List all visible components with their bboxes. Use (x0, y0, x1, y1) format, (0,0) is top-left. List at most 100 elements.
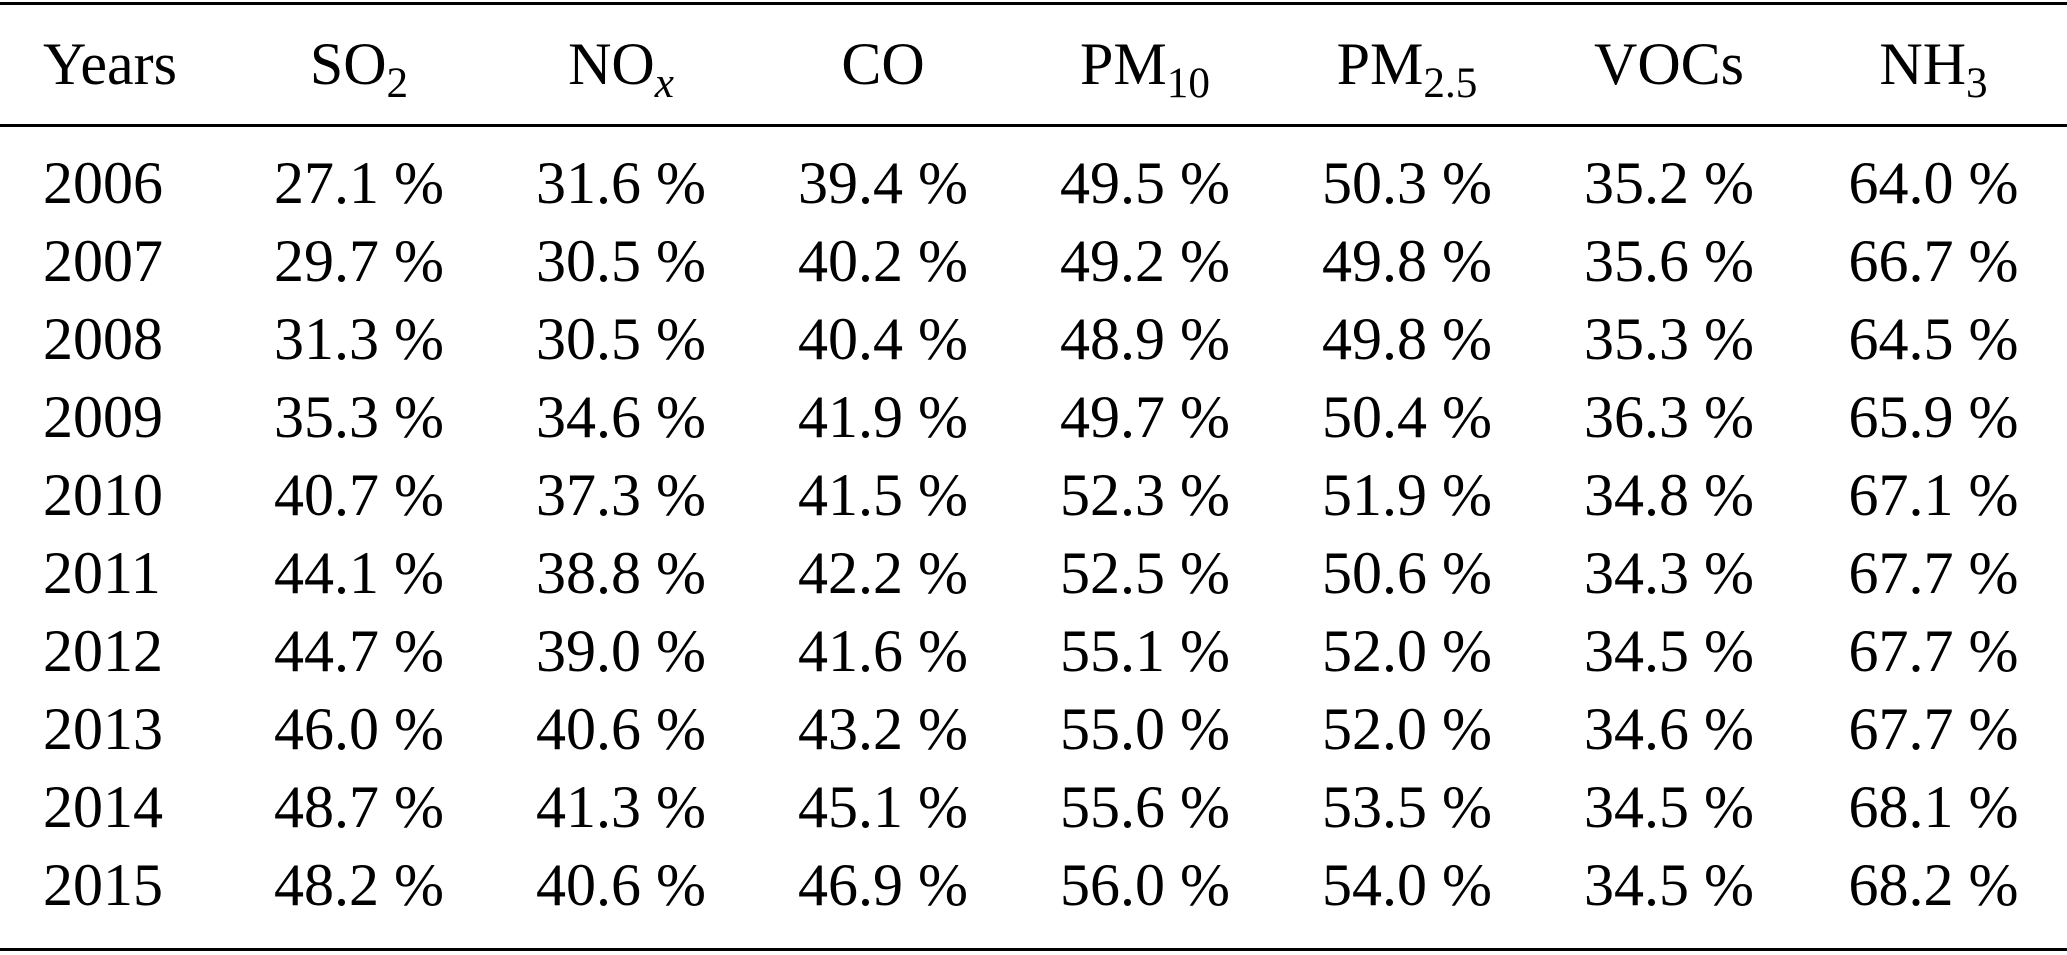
column-header: PM10 (1014, 4, 1276, 126)
header-text: NH (1879, 31, 1967, 97)
column-header: VOCs (1538, 4, 1800, 126)
value-cell: 39.4 % (798, 149, 968, 216)
value-cell: 43.2 % (798, 695, 968, 762)
table-row: 2007 29.7 % 30.5 % 40.2 % 49.2 % 49.8 % 35.6 %… (0, 222, 2067, 300)
year-cell: 2012 (43, 617, 163, 684)
header-text: CO (841, 31, 925, 97)
value-cell: 35.3 % (1584, 305, 1754, 372)
header-text: VOCs (1593, 31, 1745, 97)
value-cell: 48.9 % (1060, 305, 1230, 372)
value-cell: 52.5 % (1060, 539, 1230, 606)
year-cell: 2009 (43, 383, 163, 450)
value-cell: 44.7 % (274, 617, 444, 684)
value-cell: 52.3 % (1060, 461, 1230, 528)
value-cell: 64.0 % (1848, 149, 2019, 216)
header-row: Years SO2 NOx CO PM10 PM2.5 VOCs NH3 (0, 3, 2067, 126)
value-cell: 68.2 % (1848, 851, 2019, 918)
year-cell: 2011 (43, 539, 161, 606)
value-cell: 46.9 % (798, 851, 968, 918)
column-header: Years (0, 4, 228, 126)
value-cell: 49.8 % (1322, 305, 1492, 372)
value-cell: 36.3 % (1584, 383, 1754, 450)
value-cell: 49.2 % (1060, 227, 1230, 294)
header-subscript: 2.5 (1423, 59, 1478, 107)
value-cell: 34.5 % (1584, 617, 1754, 684)
value-cell: 35.2 % (1584, 149, 1754, 216)
table-row: 2014 48.7 % 41.3 % 45.1 % 55.6 % 53.5 % 34.5 %… (0, 768, 2067, 846)
value-cell: 44.1 % (274, 539, 444, 606)
value-cell: 30.5 % (536, 305, 706, 372)
value-cell: 67.7 % (1848, 539, 2019, 606)
table-row: 2011 44.1 % 38.8 % 42.2 % 52.5 % 50.6 % 34.3 %… (0, 534, 2067, 612)
value-cell: 31.6 % (536, 149, 706, 216)
value-cell: 29.7 % (274, 227, 444, 294)
value-cell: 41.5 % (798, 461, 968, 528)
table-row: 2015 48.2 % 40.6 % 46.9 % 56.0 % 54.0 % 34.5 %… (0, 846, 2067, 950)
column-header: CO (752, 4, 1014, 126)
table-header: Years SO2 NOx CO PM10 PM2.5 VOCs NH3 (0, 3, 2067, 126)
header-subscript: x (654, 59, 674, 107)
value-cell: 46.0 % (274, 695, 444, 762)
header-subscript: 2 (386, 59, 409, 107)
column-header: NOx (490, 4, 752, 126)
year-cell: 2007 (43, 227, 163, 294)
value-cell: 64.5 % (1848, 305, 2019, 372)
value-cell: 40.6 % (536, 851, 706, 918)
value-cell: 34.6 % (536, 383, 706, 450)
header-subscript: 10 (1166, 59, 1210, 107)
table-row: 2010 40.7 % 37.3 % 41.5 % 52.3 % 51.9 % 34.8 %… (0, 456, 2067, 534)
header-text: PM (1336, 31, 1424, 97)
value-cell: 35.6 % (1584, 227, 1754, 294)
value-cell: 67.7 % (1848, 695, 2019, 762)
value-cell: 40.4 % (798, 305, 968, 372)
value-cell: 48.7 % (274, 773, 444, 840)
year-cell: 2013 (43, 695, 163, 762)
value-cell: 34.5 % (1584, 773, 1754, 840)
value-cell: 52.0 % (1322, 695, 1492, 762)
table-body: 2006 27.1 % 31.6 % 39.4 % 49.5 % 50.3 % 35.2 %… (0, 126, 2067, 950)
value-cell: 56.0 % (1060, 851, 1230, 918)
value-cell: 55.6 % (1060, 773, 1230, 840)
value-cell: 30.5 % (536, 227, 706, 294)
column-header: SO2 (228, 4, 490, 126)
table-row: 2012 44.7 % 39.0 % 41.6 % 55.1 % 52.0 % 34.5 %… (0, 612, 2067, 690)
year-cell: 2014 (43, 773, 163, 840)
value-cell: 34.8 % (1584, 461, 1754, 528)
value-cell: 37.3 % (536, 461, 706, 528)
value-cell: 27.1 % (274, 149, 444, 216)
table-row: 2008 31.3 % 30.5 % 40.4 % 48.9 % 49.8 % 35.3 %… (0, 300, 2067, 378)
value-cell: 41.3 % (536, 773, 706, 840)
value-cell: 48.2 % (274, 851, 444, 918)
table-row: 2009 35.3 % 34.6 % 41.9 % 49.7 % 50.4 % 36.3 %… (0, 378, 2067, 456)
value-cell: 45.1 % (798, 773, 968, 840)
header-subscript: 3 (1966, 59, 1988, 107)
value-cell: 66.7 % (1848, 227, 2019, 294)
value-cell: 49.7 % (1060, 383, 1230, 450)
value-cell: 54.0 % (1322, 851, 1492, 918)
year-cell: 2015 (43, 851, 163, 918)
value-cell: 50.3 % (1322, 149, 1492, 216)
value-cell: 40.7 % (274, 461, 444, 528)
value-cell: 67.1 % (1848, 461, 2019, 528)
value-cell: 31.3 % (274, 305, 444, 372)
value-cell: 50.6 % (1322, 539, 1492, 606)
value-cell: 39.0 % (536, 617, 706, 684)
value-cell: 42.2 % (798, 539, 968, 606)
column-header: PM2.5 (1276, 4, 1538, 126)
value-cell: 41.9 % (798, 383, 968, 450)
value-cell: 40.6 % (536, 695, 706, 762)
value-cell: 65.9 % (1848, 383, 2019, 450)
value-cell: 38.8 % (536, 539, 706, 606)
value-cell: 41.6 % (798, 617, 968, 684)
value-cell: 35.3 % (274, 383, 444, 450)
column-header: NH3 (1800, 4, 2067, 126)
value-cell: 55.0 % (1060, 695, 1230, 762)
value-cell: 53.5 % (1322, 773, 1492, 840)
value-cell: 34.3 % (1584, 539, 1754, 606)
header-text: PM (1080, 31, 1167, 97)
value-cell: 67.7 % (1848, 617, 2019, 684)
table-row: 2006 27.1 % 31.6 % 39.4 % 49.5 % 50.3 % 35.2 %… (0, 126, 2067, 223)
value-cell: 34.5 % (1584, 851, 1754, 918)
value-cell: 40.2 % (798, 227, 968, 294)
value-cell: 51.9 % (1322, 461, 1492, 528)
